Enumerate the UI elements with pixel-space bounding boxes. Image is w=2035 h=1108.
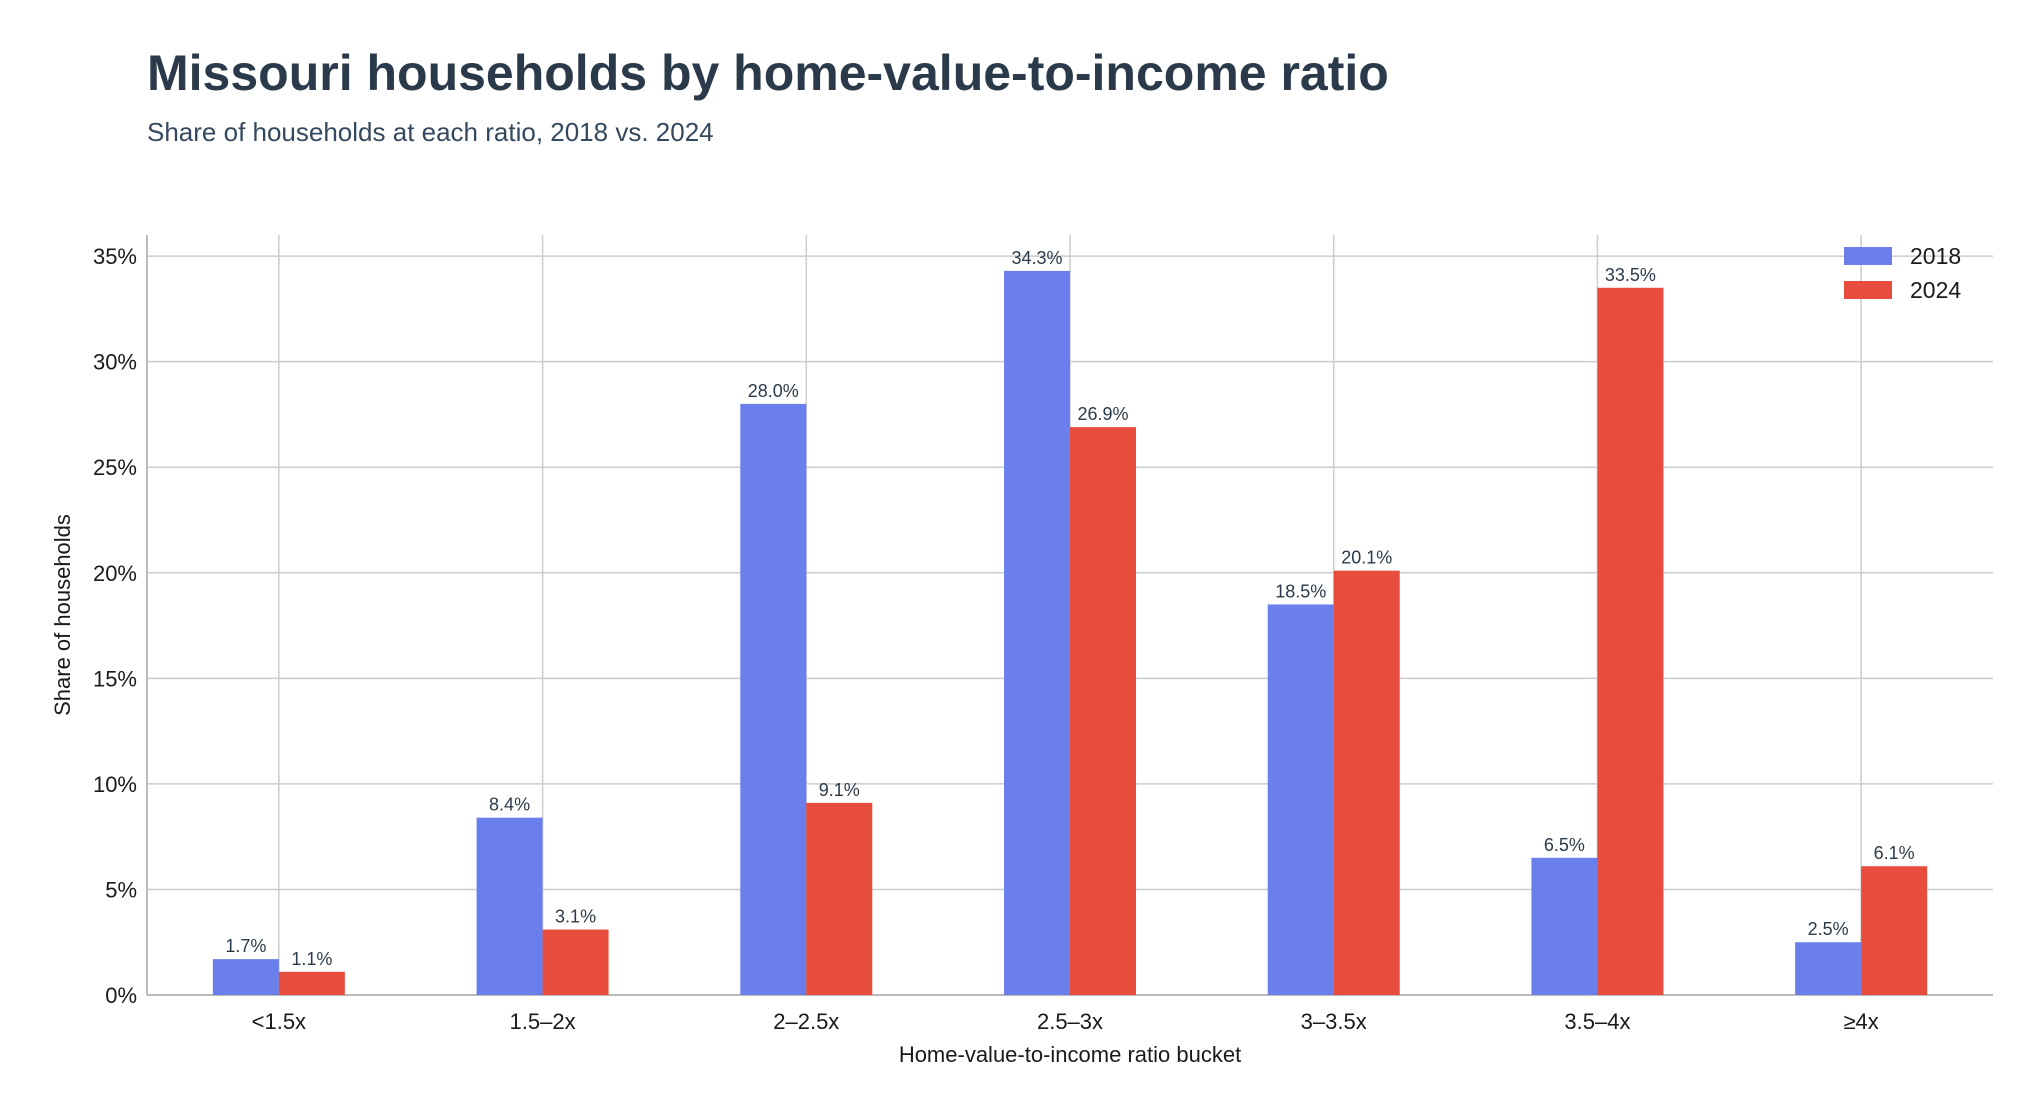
y-tick-label: 20% bbox=[93, 561, 137, 586]
bar-2018 bbox=[1531, 857, 1598, 995]
bar-value-label: 1.7% bbox=[225, 936, 266, 956]
bar-value-label: 28.0% bbox=[748, 381, 799, 401]
bar-value-label: 9.1% bbox=[819, 780, 860, 800]
bar-2018 bbox=[1795, 942, 1862, 995]
x-axis-title: Home-value-to-income ratio bucket bbox=[899, 1042, 1241, 1067]
bar-value-label: 18.5% bbox=[1275, 581, 1326, 601]
bar-2018 bbox=[1267, 604, 1334, 995]
bar-2018 bbox=[1004, 270, 1070, 995]
bar-value-label: 33.5% bbox=[1605, 265, 1656, 285]
y-axis-title: Share of households bbox=[50, 514, 75, 716]
bar-2024 bbox=[278, 971, 345, 995]
bar-2024 bbox=[542, 929, 609, 995]
tick-labels: 0% 5% 10% 15% 20% 25% 30% 35% <1.5x 1.5–2x 2–2.5x 2… bbox=[93, 244, 1879, 1034]
bar-value-labels: 1.7% 1.1% 8.4% 3.1% 28.0% 9.1% 34.3% 26.9% 18.5%… bbox=[225, 248, 1914, 969]
bar-value-label: 1.1% bbox=[291, 949, 332, 969]
bar-value-label: 3.1% bbox=[555, 907, 596, 927]
bar-value-label: 2.5% bbox=[1808, 919, 1849, 939]
chart-title: Missouri households by home-value-to-inc… bbox=[147, 45, 1389, 101]
y-tick-label: 5% bbox=[105, 877, 137, 902]
y-tick-label: 30% bbox=[93, 350, 137, 375]
bar-2024 bbox=[1597, 287, 1664, 995]
bar-2024 bbox=[1861, 866, 1928, 995]
y-tick-label: 0% bbox=[105, 983, 137, 1008]
bar-2018 bbox=[212, 959, 279, 995]
legend-swatch-2018 bbox=[1844, 247, 1892, 265]
y-tick-label: 10% bbox=[93, 772, 137, 797]
legend: 2018 2024 bbox=[1844, 243, 1961, 303]
y-tick-label: 25% bbox=[93, 455, 137, 480]
x-tick-label: 2.5–3x bbox=[1037, 1009, 1103, 1034]
legend-label-2024: 2024 bbox=[1910, 277, 1961, 303]
bar-2018 bbox=[740, 403, 807, 995]
bar-value-label: 6.5% bbox=[1544, 835, 1585, 855]
bar-2024 bbox=[1333, 570, 1400, 995]
y-tick-label: 35% bbox=[93, 244, 137, 269]
x-tick-label: 2–2.5x bbox=[773, 1009, 839, 1034]
y-tick-label: 15% bbox=[93, 666, 137, 691]
x-tick-label: 3–3.5x bbox=[1301, 1009, 1367, 1034]
x-tick-label: 1.5–2x bbox=[510, 1009, 576, 1034]
bar-value-label: 34.3% bbox=[1011, 248, 1062, 268]
bars bbox=[212, 270, 1928, 996]
bar-2024 bbox=[1070, 427, 1136, 996]
bar-value-label: 6.1% bbox=[1874, 843, 1915, 863]
x-tick-label: 3.5–4x bbox=[1564, 1009, 1630, 1034]
bar-value-label: 26.9% bbox=[1077, 404, 1128, 424]
bar-2018 bbox=[476, 817, 543, 995]
x-tick-label: <1.5x bbox=[252, 1009, 306, 1034]
legend-swatch-2024 bbox=[1844, 281, 1892, 299]
bar-value-label: 8.4% bbox=[489, 795, 530, 815]
legend-label-2018: 2018 bbox=[1910, 243, 1961, 269]
chart-subtitle: Share of households at each ratio, 2018 … bbox=[147, 117, 714, 147]
bar-2024 bbox=[806, 802, 873, 995]
bar-value-label: 20.1% bbox=[1341, 548, 1392, 568]
x-tick-label: ≥4x bbox=[1843, 1009, 1878, 1034]
